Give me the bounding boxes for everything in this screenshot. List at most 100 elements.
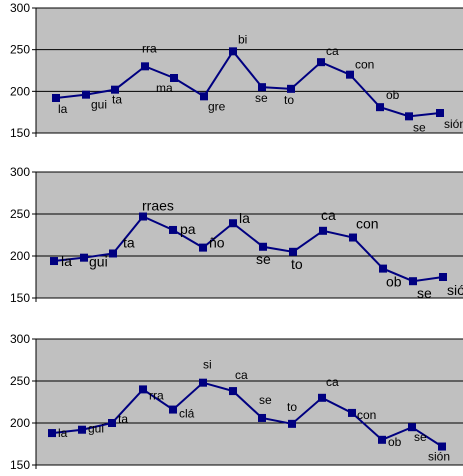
data-point-marker [258,413,266,422]
data-point-label: sión [444,117,463,131]
data-point-marker [200,92,208,101]
data-point-label: ta [123,234,135,250]
data-point-label: sión [428,450,450,464]
data-point-marker [259,242,267,251]
y-tick-label: 150 [10,126,30,140]
data-point-label: pa [180,221,196,237]
y-tick-label: 200 [10,416,30,430]
data-point-label: ma [156,81,173,95]
data-point-marker [288,419,296,428]
data-point-label: gui [91,98,107,112]
data-point-marker [199,378,207,387]
data-point-marker [289,247,297,256]
data-point-marker [318,393,326,402]
data-point-label: rra [142,41,157,55]
data-point-marker [317,58,325,67]
data-point-label: ta [112,93,122,107]
data-point-marker [170,74,178,82]
data-point-marker [349,233,357,242]
data-point-marker [436,109,444,117]
data-point-label: to [291,256,303,272]
series-line [53,215,444,283]
data-point-label: la [58,426,68,440]
data-point-label: con [357,408,376,422]
data-point-label: la [239,210,250,226]
data-point-label: gui [88,422,104,436]
series-line [51,381,443,448]
data-point-label: con [356,216,379,232]
data-point-marker [319,226,327,235]
data-point-label: con [355,58,374,72]
y-tick-label: 150 [10,458,30,472]
data-point-marker [258,83,266,92]
data-point-marker [409,277,417,286]
data-point-label: ob [386,88,400,102]
y-tick-label: 200 [10,84,30,98]
data-point-marker [379,264,387,273]
data-point-marker [109,249,117,258]
data-point-label: se [255,91,268,105]
data-point-marker [229,387,237,396]
y-tick-label: 300 [10,165,30,179]
series-line [55,49,441,118]
data-point-marker [378,435,386,444]
data-point-marker [169,405,177,414]
data-point-label: ca [321,207,336,223]
data-point-marker [408,423,416,432]
y-tick-label: 250 [10,374,30,388]
data-point-marker [111,85,119,94]
y-tick-label: 250 [10,43,30,57]
data-point-marker [169,225,177,234]
data-point-label: ca [235,368,248,382]
data-point-label: to [284,93,294,107]
data-point-label: si [203,358,212,372]
data-point-marker [80,253,88,262]
data-point-label: ob [388,435,402,449]
data-point-marker [141,62,149,71]
data-point-label: gui [89,254,108,270]
data-point-label: ta [118,412,128,426]
data-point-marker [376,103,384,112]
data-point-marker [229,47,237,56]
data-point-label: ca [326,44,339,58]
data-point-marker [439,273,447,281]
data-point-marker [438,442,446,451]
data-point-label: to [287,400,297,414]
y-tick-label: 200 [10,249,30,263]
data-point-marker [287,84,295,93]
data-point-marker [50,257,58,266]
data-point-label: sión [447,282,463,298]
data-point-marker [78,425,86,434]
data-point-marker [108,419,116,427]
data-point-marker [48,429,56,438]
data-point-label: se [414,430,427,444]
plot-area [36,339,463,465]
data-point-label: ca [326,375,339,389]
data-point-marker [348,408,356,417]
data-point-label: se [256,251,271,267]
data-point-label: la [61,253,72,269]
data-point-label: rra [149,388,164,402]
chart-panel-1: 150 200 250 300 la gui ta rra ma gre bi se to ca con ob… [10,1,463,140]
data-point-label: bi [238,32,247,46]
data-point-label: se [417,285,432,301]
data-point-marker [139,212,147,221]
y-tick-label: 300 [10,1,30,15]
data-point-marker [52,94,60,102]
data-point-label: se [259,393,272,407]
data-point-marker [82,90,90,99]
data-point-label: la [58,102,68,116]
data-point-marker [405,112,413,121]
data-point-marker [346,70,354,79]
y-tick-label: 150 [10,291,30,305]
data-point-marker [229,219,237,228]
data-point-label: gre [208,99,226,113]
y-tick-label: 300 [10,332,30,346]
data-point-marker [199,243,207,252]
y-tick-label: 250 [10,207,30,221]
data-point-marker [139,385,147,394]
data-point-label: clá [179,407,195,421]
